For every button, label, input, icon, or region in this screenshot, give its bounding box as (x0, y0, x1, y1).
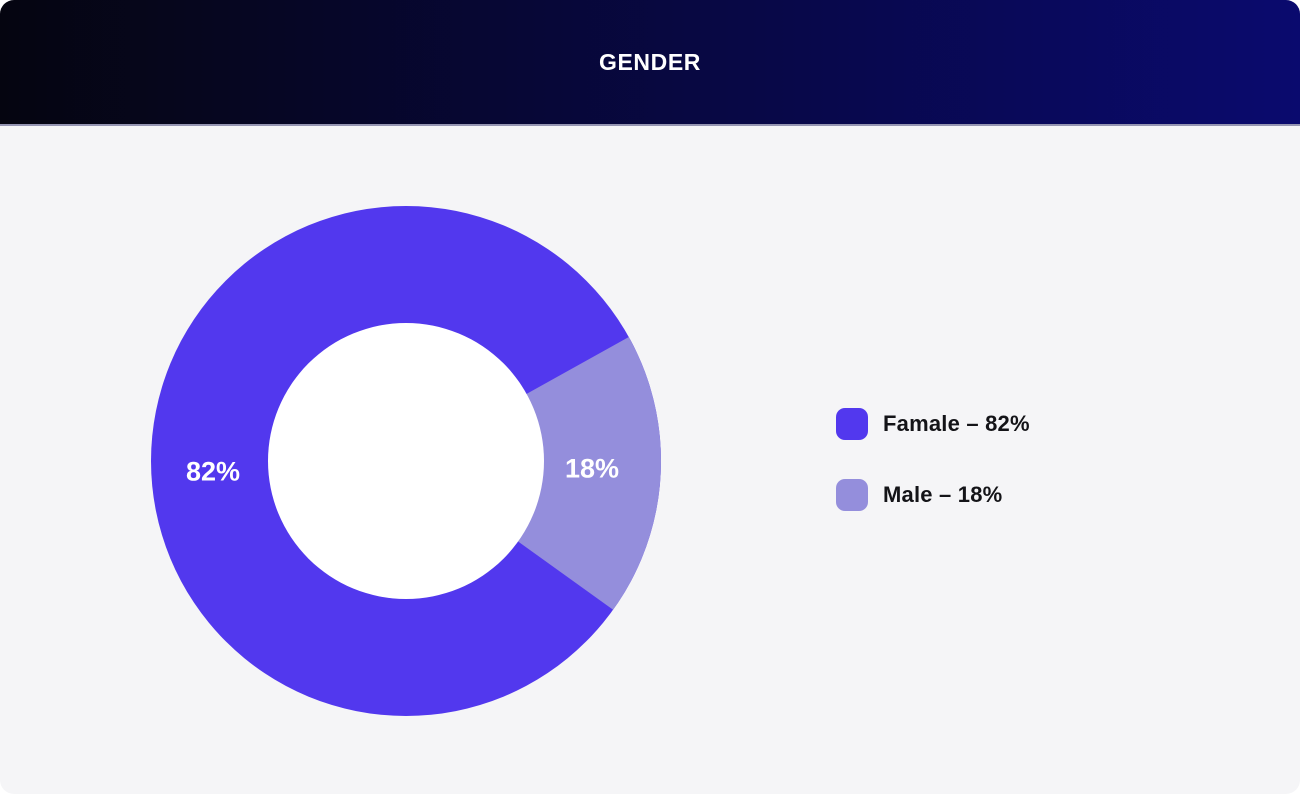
donut-hole (268, 323, 544, 599)
legend-swatch-male (836, 479, 868, 511)
page-title: GENDER (598, 48, 701, 75)
legend-label-female: Famale – 82% (883, 411, 1030, 436)
slice-label-male: 18% (565, 453, 619, 483)
legend-item-male: Male – 18% (836, 479, 1030, 511)
legend-swatch-female (836, 408, 868, 440)
legend: Famale – 82% Male – 18% (836, 408, 1030, 511)
card-header: GENDER (0, 0, 1300, 126)
gender-donut-chart: 82% 18% (151, 206, 661, 716)
legend-label-male: Male – 18% (883, 482, 1003, 507)
slice-label-female: 82% (186, 456, 240, 486)
legend-item-female: Famale – 82% (836, 408, 1030, 440)
chart-area: 82% 18% Famale – 82% Male – 18% (0, 126, 1300, 794)
